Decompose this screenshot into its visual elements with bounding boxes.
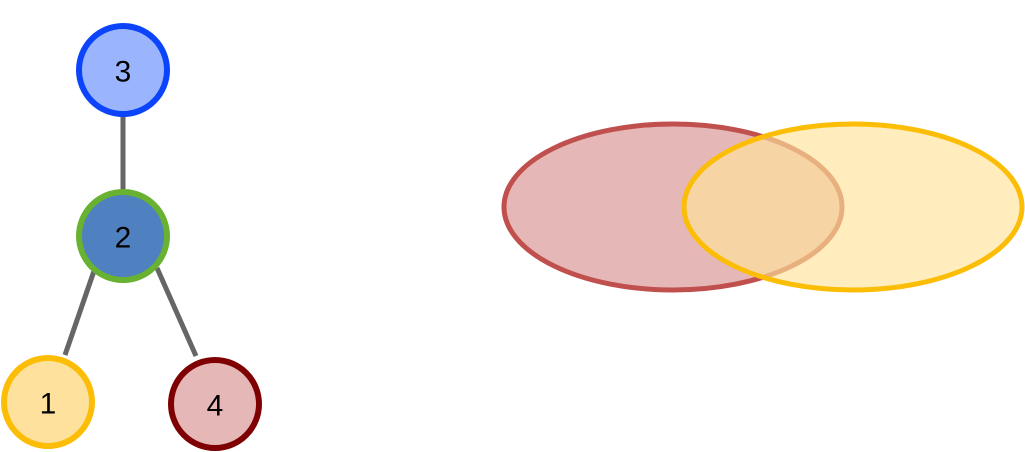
edge-2-1 [62,270,97,356]
tree-node-2: 2 [76,189,170,283]
venn-diagram [501,121,1025,293]
tree-node-2-circle [76,189,170,283]
tree-node-1-circle [1,355,95,449]
tree-node-4: 4 [168,357,262,451]
tree-edges [62,116,199,358]
tree-node-3-label: 3 [115,56,132,89]
tree-node-1: 1 [1,355,95,449]
tree-node-1-label: 1 [40,388,57,421]
tree-node-2-label: 2 [115,222,132,255]
edge-2-4 [154,266,199,358]
tree-node-4-circle [168,357,262,451]
tree-node-4-label: 4 [207,390,224,423]
tree-node-3: 3 [76,23,170,117]
tree-node-3-circle [76,23,170,117]
venn-right-ellipse [681,121,1025,293]
